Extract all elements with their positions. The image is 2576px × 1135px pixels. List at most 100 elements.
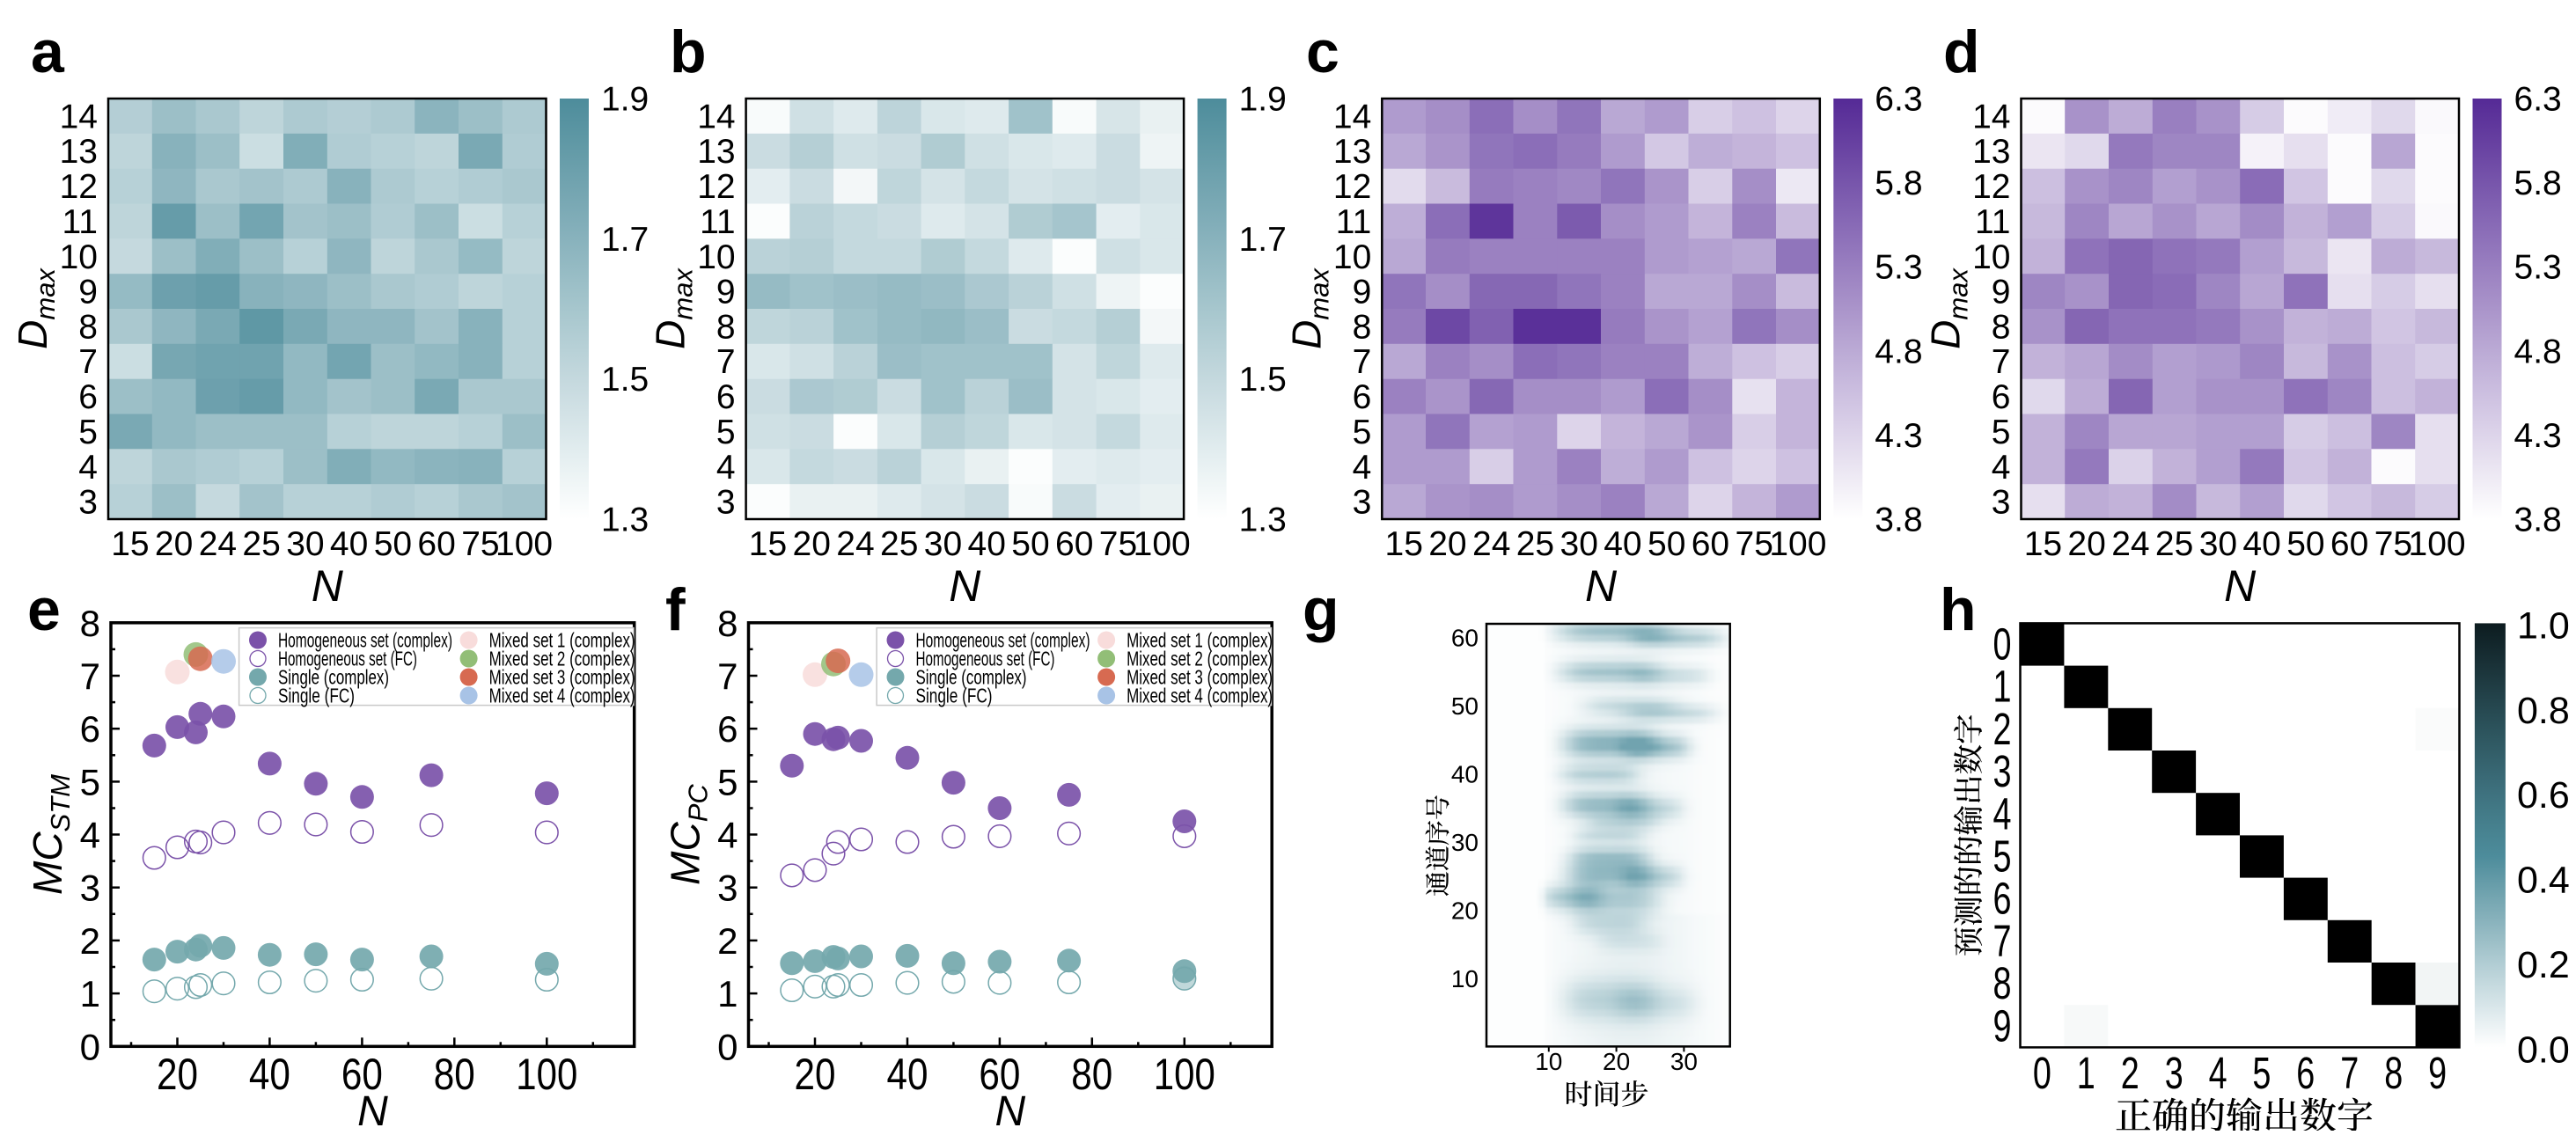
svg-text:4.3: 4.3 bbox=[1875, 417, 1922, 455]
svg-text:c: c bbox=[1306, 18, 1339, 85]
svg-text:8: 8 bbox=[80, 603, 100, 644]
svg-text:N: N bbox=[949, 561, 981, 611]
svg-text:1.3: 1.3 bbox=[601, 502, 649, 539]
svg-text:50: 50 bbox=[2286, 525, 2324, 563]
svg-text:Single (FC): Single (FC) bbox=[278, 685, 355, 707]
svg-text:100: 100 bbox=[495, 525, 553, 563]
svg-text:5: 5 bbox=[717, 761, 738, 802]
svg-text:11: 11 bbox=[700, 203, 736, 241]
svg-text:5: 5 bbox=[78, 414, 98, 451]
svg-text:75: 75 bbox=[461, 525, 499, 563]
svg-text:10: 10 bbox=[60, 238, 98, 276]
svg-text:20: 20 bbox=[157, 1050, 198, 1099]
svg-text:N: N bbox=[2224, 561, 2257, 611]
svg-text:6: 6 bbox=[80, 708, 100, 750]
svg-text:10: 10 bbox=[1451, 965, 1479, 992]
svg-text:9: 9 bbox=[716, 274, 736, 311]
svg-text:Dmax: Dmax bbox=[1283, 267, 1334, 349]
svg-text:5: 5 bbox=[716, 414, 736, 451]
svg-text:N: N bbox=[1585, 561, 1618, 611]
svg-text:6: 6 bbox=[1353, 378, 1372, 416]
svg-text:75: 75 bbox=[1099, 525, 1137, 563]
svg-text:7: 7 bbox=[716, 343, 736, 381]
svg-text:3: 3 bbox=[1993, 746, 2012, 796]
svg-text:24: 24 bbox=[2111, 525, 2149, 563]
svg-text:4: 4 bbox=[1353, 449, 1372, 487]
svg-text:0: 0 bbox=[2033, 1048, 2051, 1098]
svg-text:20: 20 bbox=[1603, 1048, 1630, 1075]
svg-text:2: 2 bbox=[2121, 1048, 2139, 1098]
svg-text:5: 5 bbox=[1992, 414, 2011, 451]
svg-text:3: 3 bbox=[80, 868, 100, 909]
svg-text:4: 4 bbox=[1993, 788, 2012, 838]
svg-text:13: 13 bbox=[697, 133, 735, 171]
svg-text:60: 60 bbox=[2330, 525, 2368, 563]
svg-text:7: 7 bbox=[78, 343, 98, 381]
svg-text:20: 20 bbox=[793, 525, 831, 563]
svg-text:3: 3 bbox=[2165, 1048, 2183, 1098]
svg-text:15: 15 bbox=[749, 525, 787, 563]
svg-text:40: 40 bbox=[887, 1050, 928, 1099]
svg-text:e: e bbox=[27, 576, 61, 643]
svg-text:b: b bbox=[670, 18, 707, 85]
svg-text:6.3: 6.3 bbox=[2514, 81, 2562, 119]
svg-text:75: 75 bbox=[2374, 525, 2412, 563]
svg-text:20: 20 bbox=[2067, 525, 2105, 563]
svg-text:100: 100 bbox=[1134, 525, 1191, 563]
svg-text:4.3: 4.3 bbox=[2514, 417, 2562, 455]
svg-text:10: 10 bbox=[1333, 238, 1371, 276]
svg-text:5: 5 bbox=[1993, 831, 2012, 882]
svg-text:50: 50 bbox=[374, 525, 412, 563]
svg-text:8: 8 bbox=[1992, 308, 2011, 346]
svg-text:Mixed set 1 (complex): Mixed set 1 (complex) bbox=[1127, 629, 1273, 652]
svg-text:1: 1 bbox=[2077, 1048, 2095, 1098]
svg-text:5.3: 5.3 bbox=[2514, 249, 2562, 287]
svg-text:6: 6 bbox=[1992, 378, 2011, 416]
svg-text:60: 60 bbox=[979, 1050, 1020, 1099]
svg-text:4: 4 bbox=[717, 815, 738, 856]
svg-text:4: 4 bbox=[716, 449, 736, 487]
svg-text:6.3: 6.3 bbox=[1875, 81, 1922, 119]
svg-text:5: 5 bbox=[1353, 414, 1372, 451]
svg-text:40: 40 bbox=[2242, 525, 2280, 563]
svg-text:9: 9 bbox=[1353, 274, 1372, 311]
svg-text:6: 6 bbox=[716, 378, 736, 416]
svg-text:100: 100 bbox=[516, 1050, 577, 1099]
svg-text:4: 4 bbox=[1992, 449, 2011, 487]
svg-text:60: 60 bbox=[1451, 625, 1479, 652]
svg-text:Homogeneous set (complex): Homogeneous set (complex) bbox=[916, 629, 1090, 652]
svg-text:g: g bbox=[1303, 576, 1339, 643]
svg-text:f: f bbox=[665, 576, 686, 643]
svg-text:1.7: 1.7 bbox=[1239, 221, 1287, 259]
svg-text:50: 50 bbox=[1451, 692, 1479, 720]
svg-text:30: 30 bbox=[2199, 525, 2237, 563]
svg-text:50: 50 bbox=[1011, 525, 1049, 563]
svg-text:4: 4 bbox=[2209, 1048, 2227, 1098]
svg-text:25: 25 bbox=[880, 525, 918, 563]
svg-text:8: 8 bbox=[716, 308, 736, 346]
svg-text:12: 12 bbox=[1972, 168, 2010, 206]
svg-text:Mixed set 2 (complex): Mixed set 2 (complex) bbox=[489, 648, 635, 670]
svg-text:30: 30 bbox=[286, 525, 324, 563]
svg-text:11: 11 bbox=[1975, 203, 2011, 241]
svg-text:0.8: 0.8 bbox=[2517, 690, 2570, 732]
svg-text:13: 13 bbox=[1972, 133, 2010, 171]
svg-text:30: 30 bbox=[924, 525, 962, 563]
svg-text:10: 10 bbox=[697, 238, 735, 276]
svg-text:14: 14 bbox=[1333, 98, 1371, 135]
svg-text:1.0: 1.0 bbox=[2517, 604, 2570, 647]
svg-text:Homogeneous set (complex): Homogeneous set (complex) bbox=[278, 629, 452, 652]
svg-text:20: 20 bbox=[1428, 525, 1466, 563]
svg-text:0.4: 0.4 bbox=[2517, 860, 2570, 902]
svg-text:6: 6 bbox=[78, 378, 98, 416]
svg-text:9: 9 bbox=[2428, 1048, 2447, 1098]
svg-text:30: 30 bbox=[1560, 525, 1598, 563]
svg-text:N: N bbox=[994, 1088, 1025, 1131]
svg-text:7: 7 bbox=[1353, 343, 1372, 381]
svg-text:100: 100 bbox=[1154, 1050, 1215, 1099]
svg-text:2: 2 bbox=[80, 920, 100, 962]
svg-text:d: d bbox=[1943, 18, 1980, 85]
svg-text:50: 50 bbox=[1648, 525, 1685, 563]
svg-text:8: 8 bbox=[717, 603, 738, 644]
svg-text:20: 20 bbox=[155, 525, 193, 563]
